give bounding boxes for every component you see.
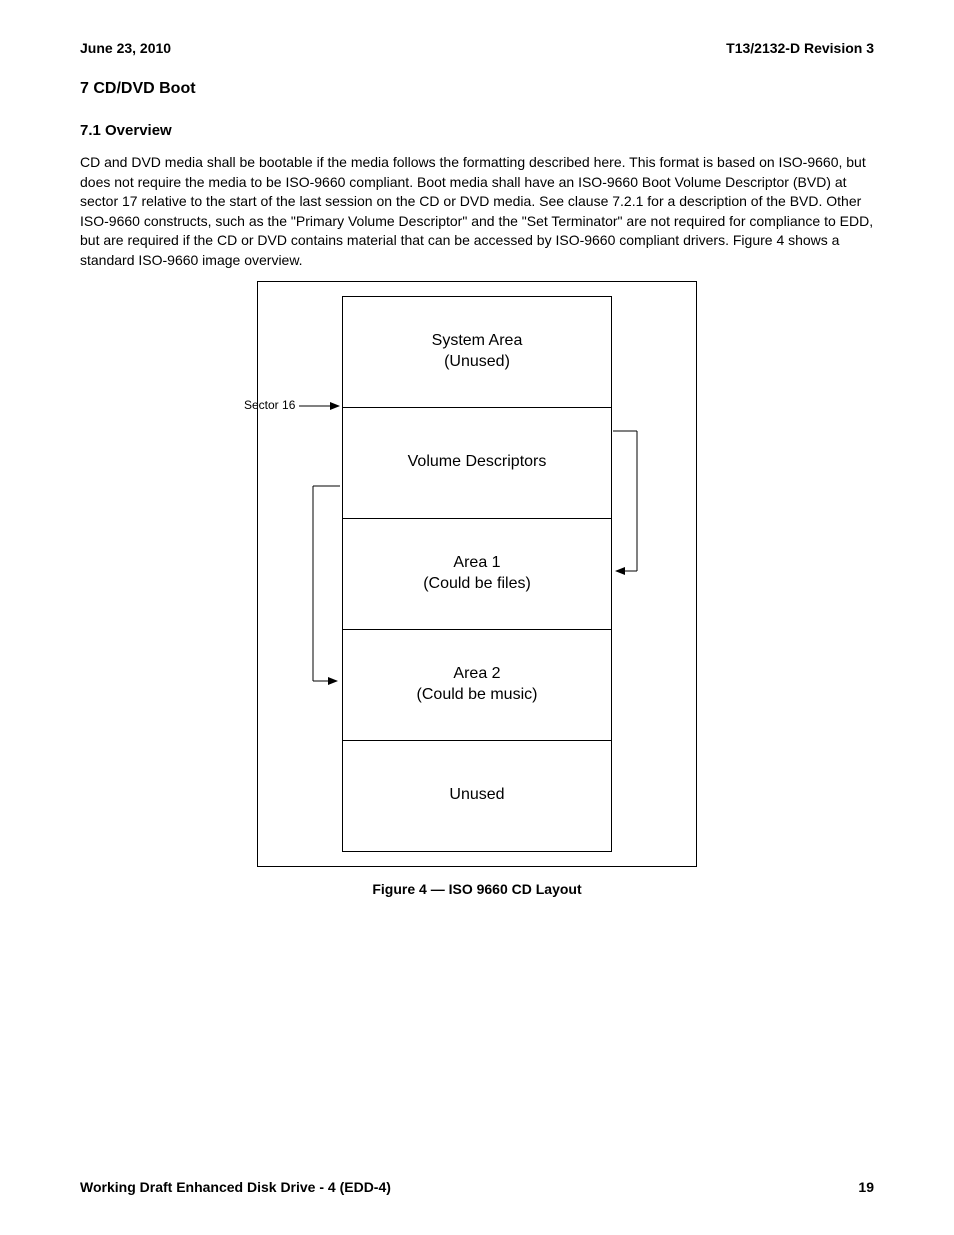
box-unused: Unused xyxy=(342,740,612,852)
figure-caption: Figure 4 — ISO 9660 CD Layout xyxy=(80,881,874,897)
box-area-1: Area 1 (Could be files) xyxy=(342,518,612,629)
box-text: (Could be music) xyxy=(417,685,538,706)
box-area-2: Area 2 (Could be music) xyxy=(342,629,612,740)
box-text: Unused xyxy=(449,785,504,806)
page: June 23, 2010 T13/2132-D Revision 3 7 CD… xyxy=(0,0,954,1235)
page-header: June 23, 2010 T13/2132-D Revision 3 xyxy=(80,40,874,56)
box-volume-descriptors: Volume Descriptors xyxy=(342,407,612,518)
footer-page-number: 19 xyxy=(858,1179,874,1195)
section-heading-2: 7.1 Overview xyxy=(80,122,874,139)
figure-4-container: Sector 16 System Area (Unused) Volume De… xyxy=(257,281,697,867)
box-text: System Area xyxy=(432,331,523,352)
box-text: (Unused) xyxy=(444,352,510,373)
box-text: Volume Descriptors xyxy=(408,452,547,473)
cd-layout-stack: Sector 16 System Area (Unused) Volume De… xyxy=(342,296,612,852)
header-doc-id: T13/2132-D Revision 3 xyxy=(726,40,874,56)
box-text: Area 2 xyxy=(453,664,500,685)
box-text: Area 1 xyxy=(453,553,500,574)
sector-16-label: Sector 16 xyxy=(244,398,295,412)
section-heading-1: 7 CD/DVD Boot xyxy=(80,80,874,98)
box-system-area: System Area (Unused) xyxy=(342,296,612,407)
box-text: (Could be files) xyxy=(423,574,531,595)
overview-paragraph: CD and DVD media shall be bootable if th… xyxy=(80,153,874,271)
header-date: June 23, 2010 xyxy=(80,40,171,56)
page-footer: Working Draft Enhanced Disk Drive - 4 (E… xyxy=(80,1179,874,1195)
footer-title: Working Draft Enhanced Disk Drive - 4 (E… xyxy=(80,1179,391,1195)
